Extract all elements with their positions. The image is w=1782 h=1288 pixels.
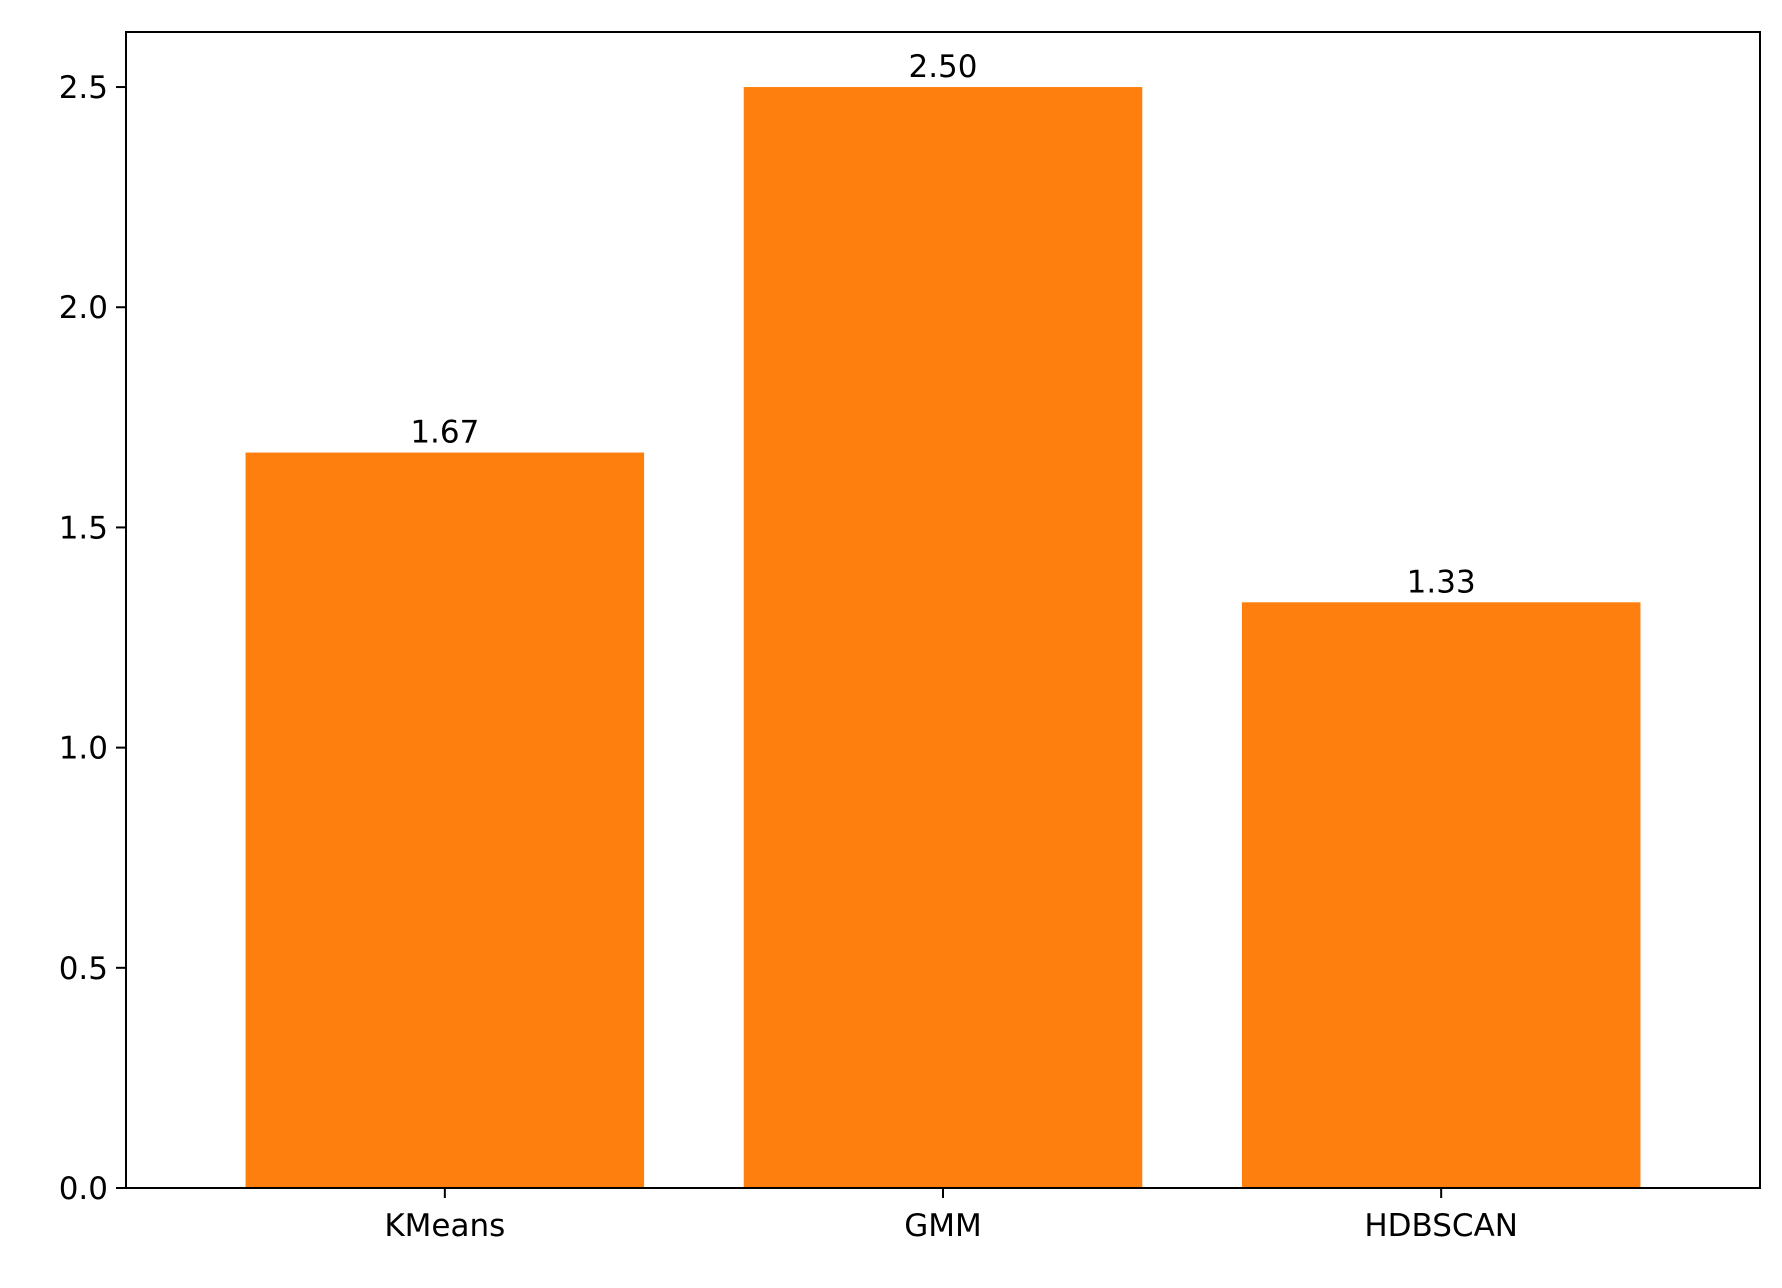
data-label-hdbscan: 1.33 xyxy=(1407,564,1476,600)
bars-layer xyxy=(245,87,1641,1189)
y-tick-label: 2.0 xyxy=(59,290,108,326)
x-tick-label-gmm: GMM xyxy=(904,1208,982,1244)
y-tick-label: 1.0 xyxy=(59,731,108,767)
x-tick-label-hdbscan: HDBSCAN xyxy=(1364,1208,1518,1244)
y-tick-label: 0.0 xyxy=(59,1171,108,1207)
labels-layer: 1.67 2.50 1.33 0.0 0.5 1.0 1.5 2.0 2.5 KMeans GMM H… xyxy=(59,49,1518,1244)
bar-gmm xyxy=(743,87,1143,1189)
y-tick-label: 2.5 xyxy=(59,70,108,106)
x-tick-label-kmeans: KMeans xyxy=(384,1208,505,1244)
bar-kmeans xyxy=(245,452,645,1188)
data-label-gmm: 2.50 xyxy=(908,49,977,85)
data-label-kmeans: 1.67 xyxy=(410,415,479,451)
y-tick-label: 0.5 xyxy=(59,951,108,987)
axes-layer xyxy=(116,31,1761,1198)
y-tick-label: 1.5 xyxy=(59,510,108,546)
bar-hdbscan xyxy=(1241,602,1641,1188)
